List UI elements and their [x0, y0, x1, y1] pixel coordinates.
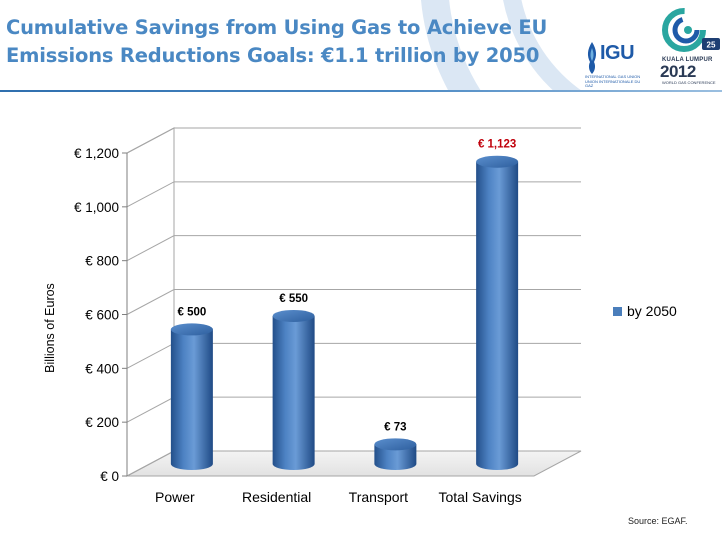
header-rule — [0, 90, 722, 92]
bar-data-label: € 550 — [279, 293, 308, 305]
x-tick-label: Total Savings — [438, 489, 521, 505]
legend-label: by 2050 — [627, 303, 677, 319]
gridline — [126, 181, 581, 208]
wgc-badge-text: 25 — [707, 41, 716, 50]
gridline — [126, 235, 581, 262]
bar-cylinder-body — [272, 315, 315, 470]
bar-cylinder-top — [170, 323, 213, 336]
legend-swatch — [613, 307, 622, 316]
y-tick-label: € 200 — [85, 415, 119, 430]
wgc-swirl-icon — [662, 8, 706, 52]
igu-logo-subtext: INTERNATIONAL GAS UNION UNION INTERNATIO… — [585, 74, 641, 88]
igu-flame-icon — [587, 42, 597, 74]
bar: € 500 — [170, 306, 213, 470]
y-tick-label: € 0 — [100, 469, 119, 484]
bar-data-label: € 1,123 — [478, 139, 516, 151]
slide-header: Cumulative Savings from Using Gas to Ach… — [0, 0, 722, 92]
bar-cylinder-body — [170, 329, 213, 470]
bar-cylinder-body — [476, 161, 519, 470]
chart-legend: by 2050 — [613, 303, 677, 319]
bar-cylinder-top — [374, 438, 417, 451]
wgc-year: 2012 — [660, 62, 696, 81]
chart-bars: € 500 € 550 € 73 € 1,123 — [170, 139, 519, 470]
y-axis-ticks: € 0 € 200 € 400 € 600 € 800 € 1,000 € 1,200 — [74, 146, 128, 484]
wgc-city: KUALA LUMPUR — [662, 57, 713, 63]
bar: € 73 — [374, 421, 417, 470]
y-tick-label: € 400 — [85, 361, 119, 376]
gridline — [126, 127, 581, 154]
y-tick-label: € 600 — [85, 308, 119, 323]
y-tick-label: € 800 — [85, 254, 119, 269]
bar-data-label: € 500 — [177, 306, 206, 318]
y-axis-label: Billions of Euros — [43, 283, 57, 373]
wgc-25-badge: 25 — [702, 38, 720, 50]
bar: € 550 — [272, 293, 315, 470]
bar-data-label: € 73 — [384, 421, 406, 433]
wgc-2012-logo: 25 KUALA LUMPUR 2012 WORLD GAS CONFERENC… — [658, 6, 720, 86]
source-note: Source: EGAF. — [628, 516, 688, 526]
y-tick-label: € 1,000 — [74, 200, 119, 215]
slide-title-line-1: Cumulative Savings from Using Gas to Ach… — [6, 16, 548, 39]
x-tick-label: Transport — [349, 489, 409, 505]
slide-title-line-2: Emissions Reductions Goals: €1.1 trillio… — [6, 44, 540, 67]
bar-cylinder-top — [272, 309, 315, 322]
y-tick-label: € 1,200 — [74, 146, 119, 161]
wgc-event: WORLD GAS CONFERENCE — [662, 80, 716, 85]
igu-logo: IGU INTERNATIONAL GAS UNION UNION INTERN… — [585, 38, 645, 88]
x-axis-ticks: Power Residential Transport Total Savings — [155, 489, 522, 505]
bar: € 1,123 — [476, 139, 519, 470]
x-tick-label: Residential — [242, 489, 311, 505]
gridline — [126, 289, 581, 315]
x-tick-label: Power — [155, 489, 195, 505]
bar-cylinder-top — [476, 155, 519, 168]
bar-cylinder-body — [374, 444, 417, 470]
igu-logo-text: IGU — [600, 42, 635, 64]
savings-chart: € 0 € 200 € 400 € 600 € 800 € 1,000 € 1,200 € … — [43, 127, 677, 505]
slide-title: Cumulative Savings from Using Gas to Ach… — [6, 14, 547, 70]
